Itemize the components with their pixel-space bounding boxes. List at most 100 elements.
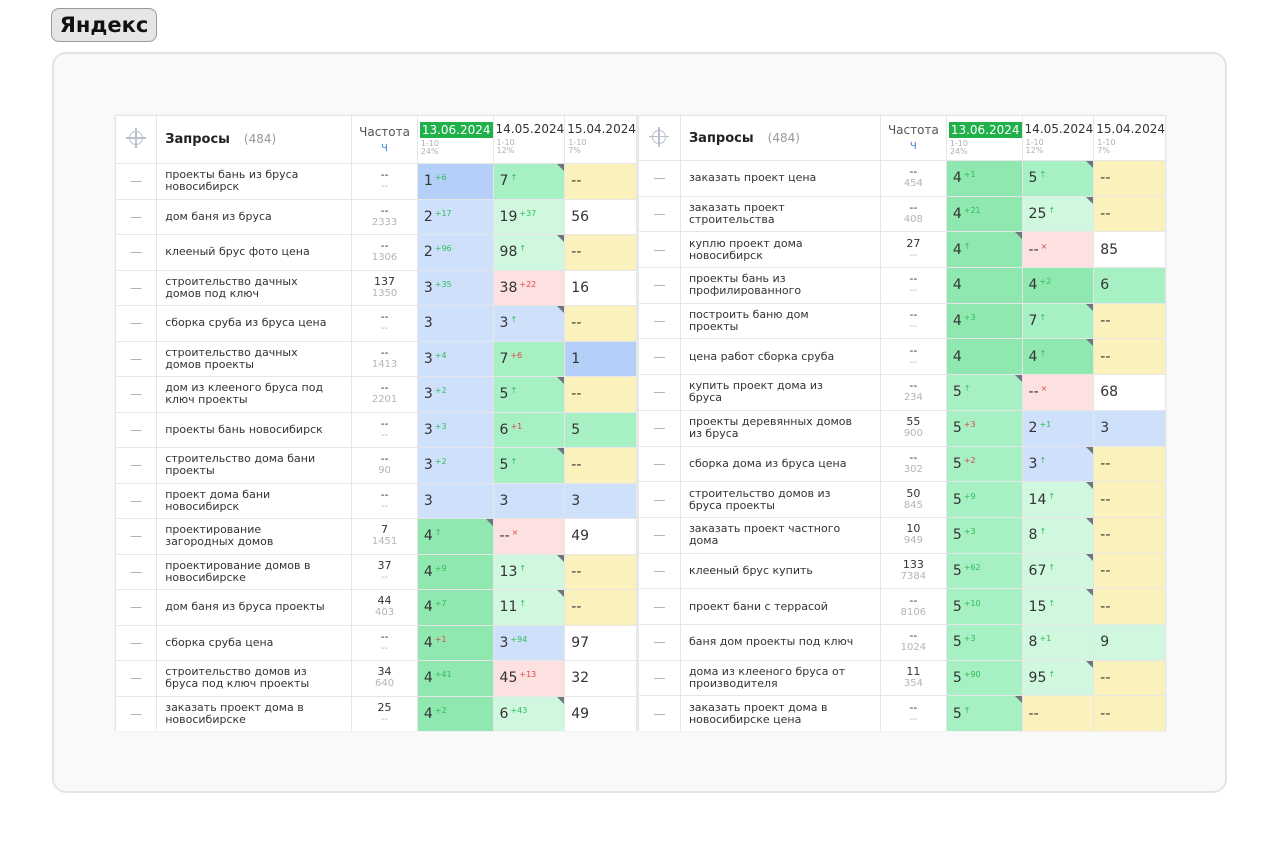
row-select-cell[interactable]: — [115, 518, 158, 555]
row-select-cell[interactable]: — [115, 482, 158, 519]
row-select-cell[interactable]: — [638, 695, 681, 731]
row-select-cell[interactable]: — [638, 409, 681, 447]
position-cell-1[interactable]: 45 +13 [492, 660, 566, 697]
position-cell-1[interactable]: 3 ↑ [1021, 445, 1095, 483]
position-cell-1[interactable]: 6 +1 [492, 411, 566, 448]
position-cell-1[interactable]: 7 ↑ [492, 163, 566, 200]
position-cell-0[interactable]: 5 +90 [945, 659, 1023, 697]
position-cell-2[interactable]: 1 [564, 340, 637, 377]
position-cell-0[interactable]: 3 +3 [416, 411, 494, 448]
position-cell-0[interactable]: 4 +2 [416, 695, 494, 731]
position-cell-0[interactable]: 3 [416, 305, 494, 342]
position-cell-0[interactable]: 4 [945, 267, 1023, 304]
position-cell-0[interactable]: 2 +17 [416, 198, 494, 235]
row-select-cell[interactable]: — [115, 695, 158, 731]
position-cell-2[interactable]: -- [1093, 481, 1166, 518]
position-cell-1[interactable]: 5 ↑ [492, 447, 566, 484]
position-cell-0[interactable]: 5 +9 [945, 481, 1023, 518]
position-cell-0[interactable]: 4 +3 [945, 302, 1023, 340]
position-cell-1[interactable]: 2 +1 [1021, 409, 1095, 447]
position-cell-1[interactable]: 98 ↑ [492, 234, 566, 271]
position-cell-1[interactable]: -- × [1021, 231, 1095, 269]
row-select-cell[interactable]: — [638, 302, 681, 340]
position-cell-2[interactable]: 3 [564, 482, 637, 519]
row-select-cell[interactable]: — [115, 660, 158, 697]
position-cell-0[interactable]: 3 [416, 482, 494, 519]
position-cell-2[interactable]: 32 [564, 660, 637, 697]
position-cell-1[interactable]: 7 +6 [492, 340, 566, 377]
position-cell-2[interactable]: -- [1093, 552, 1166, 590]
row-select-cell[interactable]: — [638, 516, 681, 554]
position-cell-1[interactable]: 15 ↑ [1021, 588, 1095, 625]
frequency-header[interactable]: Частота ч [351, 115, 418, 164]
row-select-cell[interactable]: — [115, 269, 158, 306]
position-cell-2[interactable]: -- [564, 234, 637, 271]
position-cell-0[interactable]: 3 +4 [416, 340, 494, 377]
frequency-sub[interactable]: ч [381, 139, 389, 154]
position-cell-2[interactable]: -- [1093, 516, 1166, 554]
row-select-cell[interactable]: — [115, 234, 158, 271]
row-select-cell[interactable]: — [638, 195, 681, 233]
position-cell-1[interactable]: -- × [1021, 374, 1095, 411]
position-cell-1[interactable]: 6 +43 [492, 695, 566, 731]
date-header-2[interactable]: 15.04.2024 1-10 7% [1093, 115, 1166, 161]
position-cell-2[interactable]: -- [1093, 695, 1166, 731]
position-cell-0[interactable]: 4 +21 [945, 195, 1023, 233]
row-select-cell[interactable]: — [115, 163, 158, 200]
position-cell-2[interactable]: 9 [1093, 623, 1166, 661]
position-cell-2[interactable]: -- [1093, 302, 1166, 340]
position-cell-2[interactable]: 16 [564, 269, 637, 306]
row-select-cell[interactable]: — [638, 623, 681, 661]
position-cell-2[interactable]: -- [564, 163, 637, 200]
position-cell-2[interactable]: -- [1093, 588, 1166, 625]
row-select-cell[interactable]: — [638, 338, 681, 376]
position-cell-1[interactable]: 19 +37 [492, 198, 566, 235]
position-cell-0[interactable]: 2 +96 [416, 234, 494, 271]
row-select-cell[interactable]: — [115, 340, 158, 377]
date-header-0[interactable]: 13.06.2024 1-10 24% [416, 115, 494, 164]
position-cell-0[interactable]: 4 +9 [416, 553, 494, 590]
position-cell-2[interactable]: -- [564, 589, 637, 626]
position-cell-1[interactable]: 13 ↑ [492, 553, 566, 590]
position-cell-1[interactable]: 38 +22 [492, 269, 566, 306]
position-cell-1[interactable]: 3 ↑ [492, 305, 566, 342]
date-header-0[interactable]: 13.06.2024 1-10 24% [945, 115, 1023, 161]
position-cell-1[interactable]: 25 ↑ [1021, 195, 1095, 233]
position-cell-2[interactable]: 68 [1093, 374, 1166, 411]
position-cell-0[interactable]: 5 +2 [945, 445, 1023, 483]
row-select-cell[interactable]: — [115, 376, 158, 413]
position-cell-2[interactable]: -- [564, 376, 637, 413]
position-cell-1[interactable]: 3 [492, 482, 566, 519]
position-cell-2[interactable]: -- [1093, 195, 1166, 233]
position-cell-2[interactable]: -- [564, 553, 637, 590]
target-icon[interactable] [649, 126, 670, 147]
date-header-2[interactable]: 15.04.2024 1-10 7% [564, 115, 637, 164]
position-cell-0[interactable]: 4 +1 [416, 624, 494, 661]
yandex-title-button[interactable]: Яндекс [51, 8, 157, 42]
row-select-cell[interactable]: — [115, 411, 158, 448]
row-select-cell[interactable]: — [115, 447, 158, 484]
position-cell-1[interactable]: 7 ↑ [1021, 302, 1095, 340]
position-cell-2[interactable]: 85 [1093, 231, 1166, 269]
position-cell-2[interactable]: -- [564, 305, 637, 342]
position-cell-2[interactable]: 97 [564, 624, 637, 661]
position-cell-1[interactable]: 8 +1 [1021, 623, 1095, 661]
queries-header[interactable]: Запросы (484) [679, 115, 881, 161]
position-cell-1[interactable]: 8 ↑ [1021, 516, 1095, 554]
position-cell-2[interactable]: 6 [1093, 267, 1166, 304]
row-select-cell[interactable]: — [638, 481, 681, 518]
row-select-cell[interactable]: — [115, 624, 158, 661]
position-cell-2[interactable]: -- [1093, 445, 1166, 483]
row-select-cell[interactable]: — [638, 374, 681, 411]
position-cell-1[interactable]: -- [1021, 695, 1095, 731]
position-cell-0[interactable]: 3 +35 [416, 269, 494, 306]
date-header-1[interactable]: 14.05.2024 1-10 12% [1021, 115, 1095, 161]
position-cell-2[interactable]: 49 [564, 695, 637, 731]
position-cell-1[interactable]: 95 ↑ [1021, 659, 1095, 697]
position-cell-2[interactable]: -- [1093, 659, 1166, 697]
position-cell-1[interactable]: 5 ↑ [1021, 160, 1095, 197]
position-cell-0[interactable]: 5 +10 [945, 588, 1023, 625]
position-cell-2[interactable]: 56 [564, 198, 637, 235]
position-cell-1[interactable]: 14 ↑ [1021, 481, 1095, 518]
position-cell-0[interactable]: 5 +3 [945, 516, 1023, 554]
